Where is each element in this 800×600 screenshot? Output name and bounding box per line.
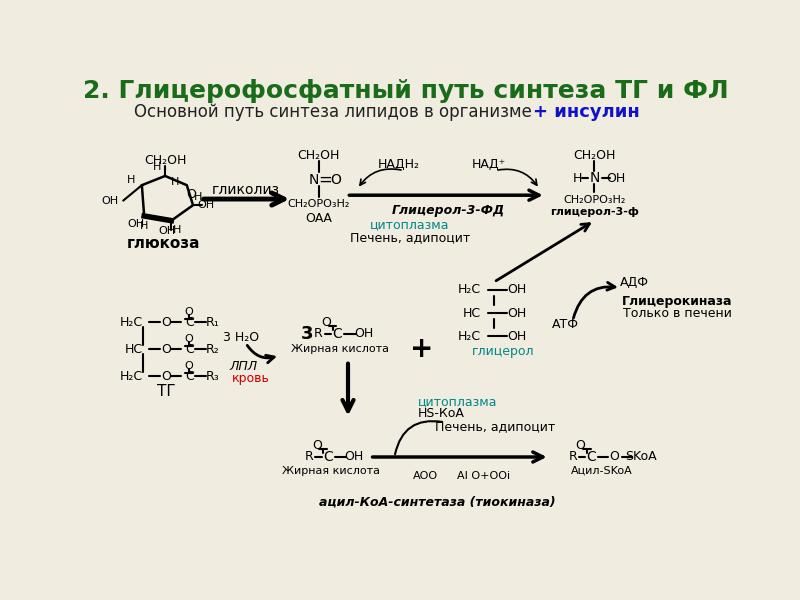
Text: +: + xyxy=(410,335,434,363)
Text: R: R xyxy=(568,451,577,463)
Text: H₂C: H₂C xyxy=(458,329,482,343)
Text: CH₂OH: CH₂OH xyxy=(298,149,340,161)
Text: Жирная кислота: Жирная кислота xyxy=(291,344,390,354)
Text: H₂C: H₂C xyxy=(119,370,142,383)
Text: =: = xyxy=(318,171,332,189)
Text: C: C xyxy=(332,327,342,341)
Text: Только в печени: Только в печени xyxy=(623,307,732,320)
Text: C: C xyxy=(323,450,333,464)
Text: Основной путь синтеза липидов в организме: Основной путь синтеза липидов в организм… xyxy=(134,103,531,121)
Text: N: N xyxy=(590,171,600,185)
Text: OH: OH xyxy=(507,329,526,343)
Text: OH: OH xyxy=(507,307,526,320)
Text: H: H xyxy=(153,162,162,172)
Text: 3: 3 xyxy=(301,325,313,343)
Text: АТФ: АТФ xyxy=(551,318,578,331)
Text: OH: OH xyxy=(507,283,526,296)
Text: O: O xyxy=(161,343,171,356)
Text: O: O xyxy=(161,316,171,329)
Text: H₂C: H₂C xyxy=(119,316,142,329)
Text: H: H xyxy=(194,192,202,202)
Text: АI О+ООi: АI О+ООi xyxy=(457,471,510,481)
Text: O: O xyxy=(185,307,194,317)
Text: НАДН₂: НАДН₂ xyxy=(378,158,419,171)
Text: OH: OH xyxy=(159,226,176,236)
Text: OH: OH xyxy=(198,200,214,210)
Text: цитоплазма: цитоплазма xyxy=(370,218,450,231)
Text: H: H xyxy=(573,172,582,185)
Text: H: H xyxy=(171,177,179,187)
Text: O: O xyxy=(185,361,194,371)
Text: + инсулин: + инсулин xyxy=(534,103,640,121)
Text: C: C xyxy=(185,316,194,329)
Text: Глицерокиназа: Глицерокиназа xyxy=(622,295,733,308)
Text: глюкоза: глюкоза xyxy=(127,236,200,251)
Text: Глицерол-3-ФД: Глицерол-3-ФД xyxy=(392,204,506,217)
Text: OH: OH xyxy=(606,172,626,185)
Text: H: H xyxy=(127,175,135,185)
Text: глицерол: глицерол xyxy=(472,345,534,358)
Text: 2. Глицерофосфатный путь синтеза ТГ и ФЛ: 2. Глицерофосфатный путь синтеза ТГ и ФЛ xyxy=(83,79,729,103)
Text: R₂: R₂ xyxy=(206,343,219,356)
Text: H₂C: H₂C xyxy=(458,283,482,296)
Text: O: O xyxy=(330,173,341,187)
Text: OH: OH xyxy=(354,328,373,340)
Text: HS-КоА: HS-КоА xyxy=(418,407,465,421)
Text: Печень, адипоцит: Печень, адипоцит xyxy=(435,420,555,433)
Text: OH: OH xyxy=(128,218,145,229)
Text: C: C xyxy=(185,343,194,356)
Text: OH: OH xyxy=(102,196,118,206)
Text: R₁: R₁ xyxy=(206,316,219,329)
Text: ОАА: ОАА xyxy=(305,212,332,225)
Text: H: H xyxy=(140,221,148,231)
Text: O: O xyxy=(161,370,171,383)
Text: R: R xyxy=(314,328,323,340)
Text: O: O xyxy=(185,334,194,344)
Text: O: O xyxy=(322,316,331,329)
Text: SKoA: SKoA xyxy=(625,451,657,463)
Text: O: O xyxy=(575,439,586,452)
Text: C: C xyxy=(586,450,596,464)
Text: HC: HC xyxy=(125,343,142,356)
Text: O: O xyxy=(186,188,196,201)
Text: C: C xyxy=(185,370,194,383)
Text: CH₂OPO₃H₂: CH₂OPO₃H₂ xyxy=(287,199,350,209)
Text: R: R xyxy=(305,451,314,463)
Text: ТГ: ТГ xyxy=(157,384,175,399)
Text: OH: OH xyxy=(345,451,364,463)
Text: АОО: АОО xyxy=(413,471,438,481)
Text: 3 Н₂О: 3 Н₂О xyxy=(223,331,259,344)
Text: R₃: R₃ xyxy=(206,370,219,383)
Text: N: N xyxy=(309,173,319,187)
Text: кровь: кровь xyxy=(232,372,270,385)
Text: HC: HC xyxy=(463,307,482,320)
Text: O: O xyxy=(610,451,619,463)
Text: CH₂OH: CH₂OH xyxy=(144,154,186,167)
Text: Ацил-SKoA: Ацил-SKoA xyxy=(571,466,633,476)
Text: НАД⁺: НАД⁺ xyxy=(472,158,506,171)
Text: глицерол-3-ф: глицерол-3-ф xyxy=(550,207,639,217)
Text: CH₂OPO₃H₂: CH₂OPO₃H₂ xyxy=(563,195,626,205)
Text: гликолиз: гликолиз xyxy=(212,183,280,197)
Text: Печень, адипоцит: Печень, адипоцит xyxy=(350,231,470,244)
Text: H: H xyxy=(174,225,182,235)
Text: АДФ: АДФ xyxy=(620,276,650,289)
Text: O: O xyxy=(312,439,322,452)
Text: CH₂OH: CH₂OH xyxy=(574,149,616,161)
Text: ацил-КоА-синтетаза (тиокиназа): ацил-КоА-синтетаза (тиокиназа) xyxy=(319,495,555,508)
Text: Жирная кислота: Жирная кислота xyxy=(282,466,380,476)
Text: цитоплазма: цитоплазма xyxy=(418,395,498,408)
Text: ЛПЛ: ЛПЛ xyxy=(230,359,258,373)
